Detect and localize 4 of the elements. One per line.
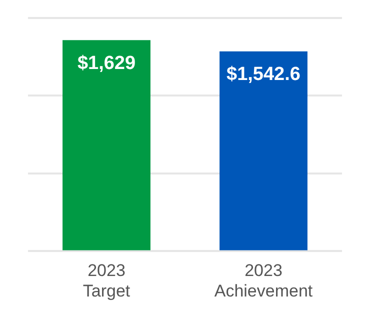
x-tick-label: 2023 Target [82,261,130,300]
data-label: $1,629 [77,52,136,74]
data-label: $1,542.6 [226,64,300,86]
x-tick-label: 2023 Achievement [214,261,313,300]
